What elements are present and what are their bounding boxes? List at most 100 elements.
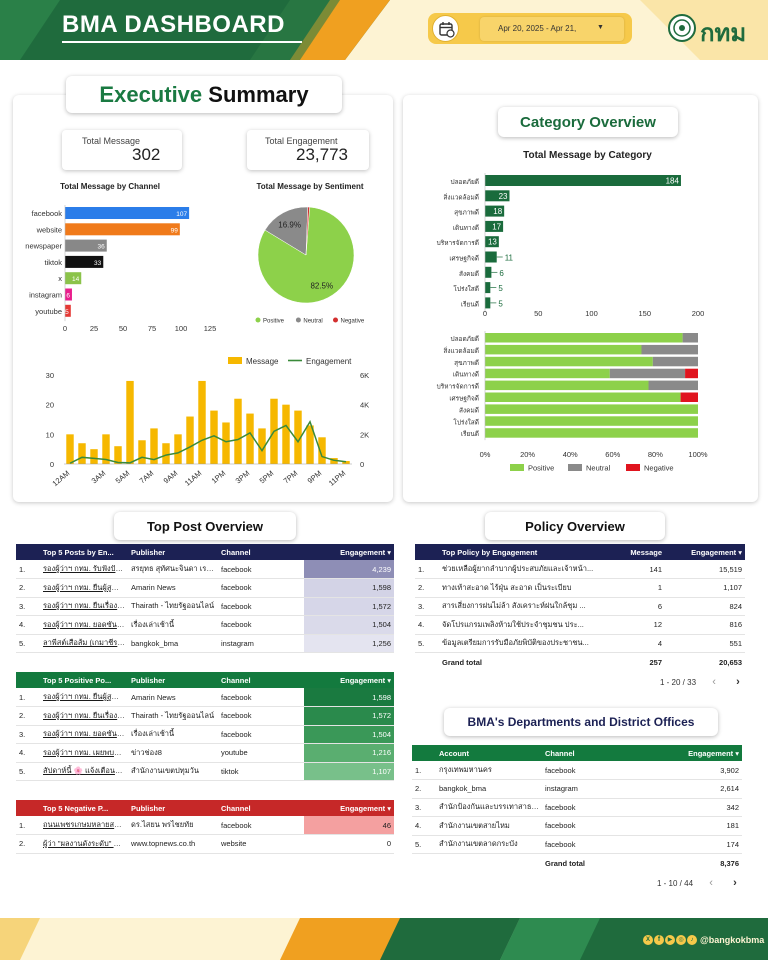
post-title-link[interactable]: รองผู้ว่าฯ กทม. ยอดซันนิม... — [40, 725, 128, 744]
instagram-icon[interactable]: ◎ — [676, 935, 686, 945]
hour-tick: 11PM — [327, 469, 347, 488]
table-row[interactable]: 4. รองผู้ว่าฯ กทม. เผยพบสิ่ง... ข่าวช่อง8 y… — [16, 743, 394, 763]
prev-page-icon[interactable]: ‹ — [712, 676, 716, 688]
table-row[interactable]: 5. สัปดาห์นี้ 🌸 แจ้งเตือนฯ ... สำนักงานเขต… — [16, 762, 394, 781]
message-bar — [162, 443, 170, 464]
table-row[interactable]: 1. ช่วยเหลือผู้ยากลำบากผู้ประสบภัยและเจ้า… — [415, 560, 745, 579]
table-row[interactable]: 5. สำนักงานเขตลาดกระบัง facebook 174 — [412, 835, 742, 854]
col-publisher[interactable]: Publisher — [131, 547, 166, 557]
channel-value: 6 — [66, 293, 70, 300]
youtube-icon[interactable]: ▶ — [665, 935, 675, 945]
departments-grand-total-engagement: 8,376 — [720, 858, 739, 868]
post-title-link[interactable]: รองผู้ว่าฯ กทม. เผยพบสิ่ง... — [40, 743, 128, 763]
departments-page-info: 1 - 10 / 44 — [657, 879, 694, 888]
table-row[interactable]: 1. ถนนเพชรเกษมหลายสาย... ดร.ไสยน พรไชยทัย f… — [16, 816, 394, 835]
col-top-posts[interactable]: Top 5 Posts by En... — [43, 547, 114, 557]
channel-bar — [65, 304, 71, 317]
hour-tick: 7PM — [282, 469, 300, 486]
channel-cell: facebook — [218, 816, 304, 835]
table-row[interactable]: 5. ข้อมูลเตรียมการรับมือภัยพิบัติของประชา… — [415, 634, 745, 653]
col-top-policy[interactable]: Top Policy by Engagement — [442, 547, 538, 557]
legend-dot — [295, 317, 301, 323]
col-channel[interactable]: Channel — [545, 748, 575, 758]
stack-legend-swatch — [626, 464, 640, 471]
post-title-link[interactable]: รองผู้ว่าฯ กทม. รับฟังปัญ... — [40, 560, 128, 579]
table-row[interactable]: 4. สำนักงานเขตสายไหม facebook 181 — [412, 816, 742, 836]
table-row[interactable]: 3. รองผู้ว่าฯ กทม. ยืนเรื่องผม... Thairath… — [16, 597, 394, 616]
table-row[interactable]: 2. bangkok_bma instagram 2,614 — [412, 779, 742, 799]
social-handle[interactable]: @bangkokbma — [700, 935, 765, 945]
post-title-link[interactable]: รองผู้ว่าฯ กทม. ยืนผู้สูญผู้... — [40, 578, 128, 598]
col-message[interactable]: Message — [630, 547, 662, 557]
col-engagement[interactable]: Engagement ▾ — [688, 748, 739, 758]
post-title-link[interactable]: รองผู้ว่าฯ กทม. ยอดซันนิม... — [40, 615, 128, 635]
caret-down-icon[interactable]: ▼ — [597, 24, 604, 31]
engagement-cell: 3,902 — [652, 761, 742, 780]
footer-bar: X f ▶ ◎ ♪ @bangkokbma — [0, 918, 768, 960]
table-row[interactable]: 3. สารเสี่ยงการฝนไม่ล้า สังเคราะห์ฝนใกล้ช… — [415, 597, 745, 616]
row-index: 4. — [16, 743, 40, 763]
stack-segment-neutral — [682, 333, 698, 343]
post-title-link[interactable]: รองผู้ว่าฯ กทม. ยืนผู้สูญผู้... — [40, 688, 128, 707]
category-label: เดินทางดี — [453, 224, 479, 232]
table-row[interactable]: 3. รองผู้ว่าฯ กทม. ยอดซันนิม... เรื่องเล่า… — [16, 725, 394, 744]
date-range-field[interactable]: Apr 20, 2025 - Apr 21, ▼ — [480, 17, 624, 41]
post-title-link[interactable]: รองผู้ว่าฯ กทม. ยืนเรื่องผม... — [40, 597, 128, 616]
prev-page-icon[interactable]: ‹ — [709, 877, 713, 889]
table-row[interactable]: 1. กรุงเทพมหานคร facebook 3,902 — [412, 761, 742, 780]
post-title-link[interactable]: ลาพีสต์เสือส้ม (เกมาชีระบั... — [40, 634, 128, 653]
publisher-cell: www.topnews.co.th — [128, 834, 218, 854]
date-range-value: Apr 20, 2025 - Apr 21, — [498, 24, 577, 33]
col-publisher[interactable]: Publisher — [131, 803, 166, 813]
table-row[interactable]: 3.สำนักป้องกันและบรรเทาสาธารณภัย...faceb… — [412, 798, 742, 817]
table-row[interactable]: 2. ทางเท้าสะอาด ไร้ฝุ่น สะอาด เป็นระเบียบ… — [415, 578, 745, 598]
col-channel[interactable]: Channel — [221, 547, 251, 557]
policy-name: ข้อมูลเตรียมการรับมือภัยพิบัติของประชาชน… — [439, 634, 599, 653]
publisher-cell: Thairath - ไทยรัฐออนไลน์ — [128, 706, 218, 726]
col-account[interactable]: Account — [439, 748, 469, 758]
post-title-link[interactable]: รองผู้ว่าฯ กทม. ยืนเรื่องผม... — [40, 706, 128, 726]
table-row[interactable]: 5. ลาพีสต์เสือส้ม (เกมาชีระบั... bangkok_b… — [16, 634, 394, 653]
table-row[interactable]: 4. รองผู้ว่าฯ กทม. ยอดซันนิม... เรื่องเล่า… — [16, 615, 394, 635]
channel-value: 5 — [65, 309, 69, 316]
stack-segment-neutral — [652, 356, 698, 367]
engagement-cell: 1,107 — [665, 578, 745, 598]
col-top-positive[interactable]: Top 5 Positive Po... — [43, 675, 112, 685]
table-row[interactable]: 2. ผู้ว่า "ผลงานดังระดับ" โว... www.topnew… — [16, 834, 394, 854]
col-engagement[interactable]: Engagement ▾ — [340, 675, 391, 685]
pie-slice-negative — [305, 206, 310, 256]
category-label: สิ่งแวดล้อมดี — [443, 192, 479, 201]
table-row[interactable]: 1. รองผู้ว่าฯ กทม. รับฟังปัญ... สรยุทธ สุท… — [16, 560, 394, 579]
table-row[interactable]: 4. จัดโปรแกรมเพลิงห้ามใช้ประจำชุมชน ประ..… — [415, 615, 745, 635]
right-axis-tick: 0 — [360, 460, 364, 469]
table-row[interactable]: 1. รองผู้ว่าฯ กทม. ยืนผู้สูญผู้... Amarin … — [16, 688, 394, 707]
col-engagement[interactable]: Engagement ▾ — [691, 547, 742, 557]
hour-tick: 9AM — [162, 469, 180, 486]
category-label: ปลอดภัยดี — [450, 178, 479, 186]
post-title-link[interactable]: ผู้ว่า "ผลงานดังระดับ" โว... — [40, 834, 128, 854]
policy-table: Top Policy by Engagement Message Engagem… — [415, 544, 745, 671]
facebook-icon[interactable]: f — [654, 935, 664, 945]
col-channel[interactable]: Channel — [221, 803, 251, 813]
channel-bar — [65, 223, 180, 236]
calendar-icon[interactable] — [432, 15, 459, 42]
message-cell: 4 — [599, 634, 665, 653]
legend-label: Message — [246, 357, 279, 366]
post-title-link[interactable]: ถนนเพชรเกษมหลายสาย... — [40, 816, 128, 835]
col-engagement[interactable]: Engagement ▾ — [340, 803, 391, 813]
table-row[interactable]: 2. รองผู้ว่าฯ กทม. ยืนเรื่องผม... Thairath… — [16, 706, 394, 726]
tiktok-icon[interactable]: ♪ — [687, 935, 697, 945]
col-engagement[interactable]: Engagement ▾ — [340, 547, 391, 557]
col-channel[interactable]: Channel — [221, 675, 251, 685]
engagement-cell: 1,107 — [304, 762, 394, 781]
x-icon[interactable]: X — [643, 935, 653, 945]
next-page-icon[interactable]: › — [736, 676, 740, 688]
row-index: 2. — [16, 578, 40, 598]
stack-legend-swatch — [510, 464, 524, 471]
next-page-icon[interactable]: › — [733, 877, 737, 889]
message-cell: 6 — [599, 597, 665, 616]
post-title-link[interactable]: สัปดาห์นี้ 🌸 แจ้งเตือนฯ ... — [40, 762, 128, 781]
table-row[interactable]: 2. รองผู้ว่าฯ กทม. ยืนผู้สูญผู้... Amarin … — [16, 578, 394, 598]
col-publisher[interactable]: Publisher — [131, 675, 166, 685]
col-top-negative[interactable]: Top 5 Negative P... — [43, 803, 109, 813]
